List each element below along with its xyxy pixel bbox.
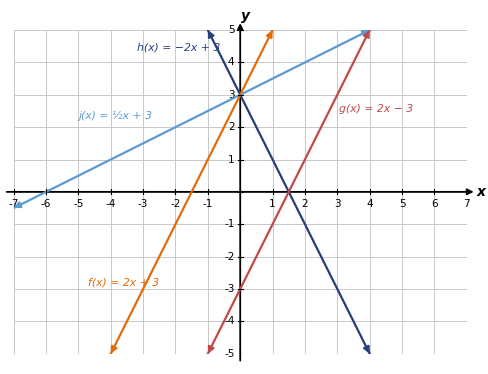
Text: -7: -7 <box>8 199 19 209</box>
Text: -5: -5 <box>224 349 234 359</box>
Text: -1: -1 <box>202 199 213 209</box>
Text: 4: 4 <box>366 199 372 209</box>
Text: -4: -4 <box>105 199 116 209</box>
Text: 3: 3 <box>227 90 234 100</box>
Text: -3: -3 <box>138 199 148 209</box>
Text: 1: 1 <box>227 154 234 165</box>
Text: 3: 3 <box>333 199 340 209</box>
Text: -6: -6 <box>41 199 51 209</box>
Text: -2: -2 <box>170 199 180 209</box>
Text: 4: 4 <box>227 58 234 67</box>
Text: -3: -3 <box>224 284 234 294</box>
Text: y: y <box>240 9 249 24</box>
Text: -5: -5 <box>73 199 83 209</box>
Text: 2: 2 <box>227 122 234 132</box>
Text: x: x <box>476 185 485 199</box>
Text: 2: 2 <box>301 199 307 209</box>
Text: f(x) = 2x + 3: f(x) = 2x + 3 <box>88 278 159 288</box>
Text: 6: 6 <box>430 199 437 209</box>
Text: h(x) = −2x + 3: h(x) = −2x + 3 <box>136 43 220 53</box>
Text: g(x) = 2x − 3: g(x) = 2x − 3 <box>338 104 412 114</box>
Text: -2: -2 <box>224 252 234 261</box>
Text: -1: -1 <box>224 219 234 229</box>
Text: 5: 5 <box>398 199 405 209</box>
Text: -4: -4 <box>224 316 234 327</box>
Text: j(x) = ½x + 3: j(x) = ½x + 3 <box>78 111 152 121</box>
Text: 5: 5 <box>227 25 234 35</box>
Text: 7: 7 <box>463 199 469 209</box>
Text: 1: 1 <box>269 199 275 209</box>
